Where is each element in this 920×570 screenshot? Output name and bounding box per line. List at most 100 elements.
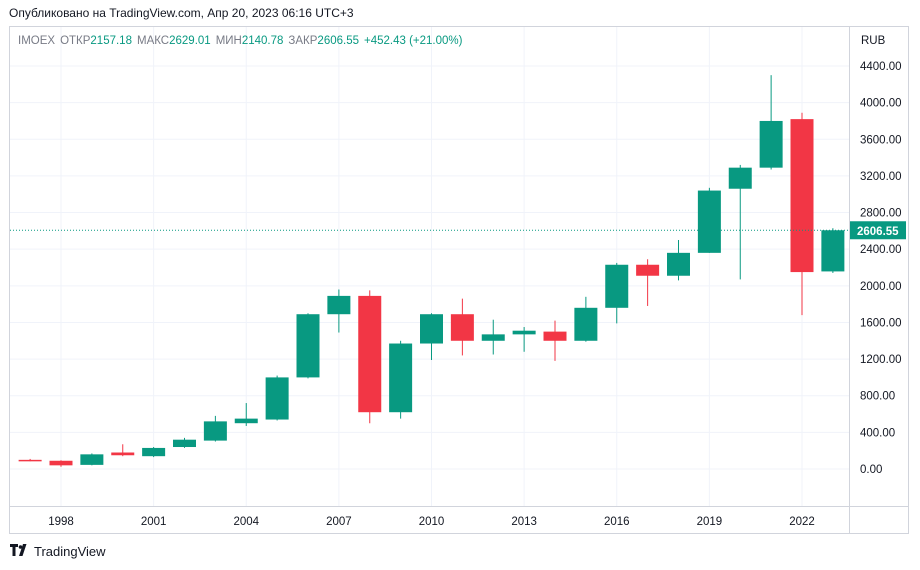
candle-body [420, 314, 443, 344]
chart-frame[interactable] [9, 26, 909, 534]
x-tick-label: 2019 [697, 516, 723, 528]
candle-2017 [636, 259, 660, 306]
candle-body [173, 439, 196, 448]
candle-body [234, 418, 258, 424]
candle-body [327, 295, 351, 315]
candle-2012 [481, 319, 505, 355]
legend-high-label: МАКС [136, 35, 170, 47]
legend-high-value: 2629.01 [169, 35, 211, 47]
candle-body [697, 190, 721, 253]
currency-unit: RUB [861, 35, 886, 47]
candle-body [450, 314, 474, 341]
ohlc-legend: IMOEX ОТКР2157.18 МАКС2629.01 МИН2140.78 ЗАК… [18, 35, 462, 47]
candle-2011 [450, 298, 474, 356]
candle-body [759, 120, 783, 168]
published-caption: Опубликовано на TradingView.com, Апр 20,… [9, 6, 354, 20]
x-tick-label: 2013 [511, 516, 537, 528]
candle-2010 [420, 313, 443, 361]
x-tick-label: 2004 [233, 516, 259, 528]
candle-body [790, 119, 814, 273]
y-tick-label: 400.00 [860, 427, 895, 439]
candle-2001 [142, 447, 166, 458]
tradingview-logo-icon [10, 544, 30, 559]
candle-2015 [574, 296, 598, 342]
grid-lines [10, 27, 849, 506]
candle-body [358, 295, 382, 413]
candle-2003 [203, 415, 227, 442]
y-tick-label: 3600.00 [860, 134, 902, 146]
candle-2022 [790, 112, 814, 316]
tradingview-logo-text: TradingView [34, 544, 106, 559]
candle-2005 [265, 375, 289, 421]
y-tick-label: 3200.00 [860, 171, 902, 183]
legend-open-label: ОТКР [60, 35, 91, 47]
candle-2008 [358, 290, 382, 424]
candle-body [728, 167, 752, 189]
x-tick-label: 2001 [141, 516, 167, 528]
candle-body [543, 331, 567, 341]
candle-body [203, 421, 227, 441]
axis-lines [10, 27, 908, 533]
tradingview-logo[interactable]: TradingView [10, 544, 106, 559]
x-tick-label: 2016 [604, 516, 630, 528]
y-axis-ticks: 0.00 400.00 800.00 1200.00 1600.00 2000.00 240… [860, 61, 902, 476]
y-tick-label: 800.00 [860, 391, 895, 403]
candle-body [49, 460, 73, 466]
candle-body [821, 230, 845, 272]
candle-body [296, 314, 320, 378]
candle-2020 [728, 164, 752, 280]
y-tick-label: 2800.00 [860, 208, 902, 220]
candle-body [481, 334, 505, 341]
candles [18, 75, 845, 467]
candle-1998 [49, 460, 73, 467]
candle-2021 [759, 75, 783, 170]
legend-change: +452.43 (+21.00%) [364, 35, 463, 47]
candle-2000 [111, 444, 135, 457]
candle-body [574, 307, 598, 341]
y-tick-label: 1200.00 [860, 354, 902, 366]
candle-body [265, 377, 289, 420]
candle-2009 [389, 340, 413, 419]
y-tick-label: 1600.00 [860, 317, 902, 329]
x-axis-ticks: 1998 2001 2004 2007 2010 2013 2016 2019 2022 [48, 516, 815, 528]
legend-close-value: 2606.55 [317, 35, 359, 47]
y-tick-label: 4000.00 [860, 98, 902, 110]
last-price-label: 2606.55 [857, 226, 899, 238]
y-tick-label: 0.00 [860, 464, 882, 476]
x-tick-label: 1998 [48, 516, 74, 528]
candle-body [605, 264, 629, 308]
candle-2006 [296, 313, 320, 379]
candle-body [142, 447, 166, 457]
x-tick-label: 2022 [789, 516, 815, 528]
y-tick-label: 4400.00 [860, 61, 902, 73]
candle-2018 [667, 240, 690, 281]
candle-2016 [605, 262, 629, 324]
candle-body [667, 252, 690, 276]
candle-body [636, 264, 660, 276]
legend-low-label: МИН [215, 35, 242, 47]
candle-2004 [234, 403, 258, 426]
last-price-marker: 2606.55 [10, 221, 906, 240]
candle-1997 [18, 458, 42, 462]
candle-body [389, 343, 413, 413]
legend-low-value: 2140.78 [241, 35, 284, 47]
legend-symbol[interactable]: IMOEX [18, 35, 56, 47]
x-tick-label: 2010 [419, 516, 445, 528]
y-tick-label: 2400.00 [860, 244, 902, 256]
candle-1999 [80, 453, 104, 466]
candle-body [18, 459, 42, 462]
candle-body [111, 452, 135, 456]
candle-2007 [327, 289, 351, 333]
x-tick-label: 2007 [326, 516, 352, 528]
candle-2019 [697, 187, 721, 253]
legend-close-label: ЗАКР [288, 35, 318, 47]
candle-2014 [543, 320, 567, 361]
y-tick-label: 2000.00 [860, 281, 902, 293]
legend-open-value: 2157.18 [90, 35, 132, 47]
candle-2002 [173, 437, 196, 448]
candle-body [80, 454, 104, 465]
last-price-tag [850, 221, 906, 240]
candle-body [512, 330, 536, 335]
candle-2023 [821, 228, 845, 273]
